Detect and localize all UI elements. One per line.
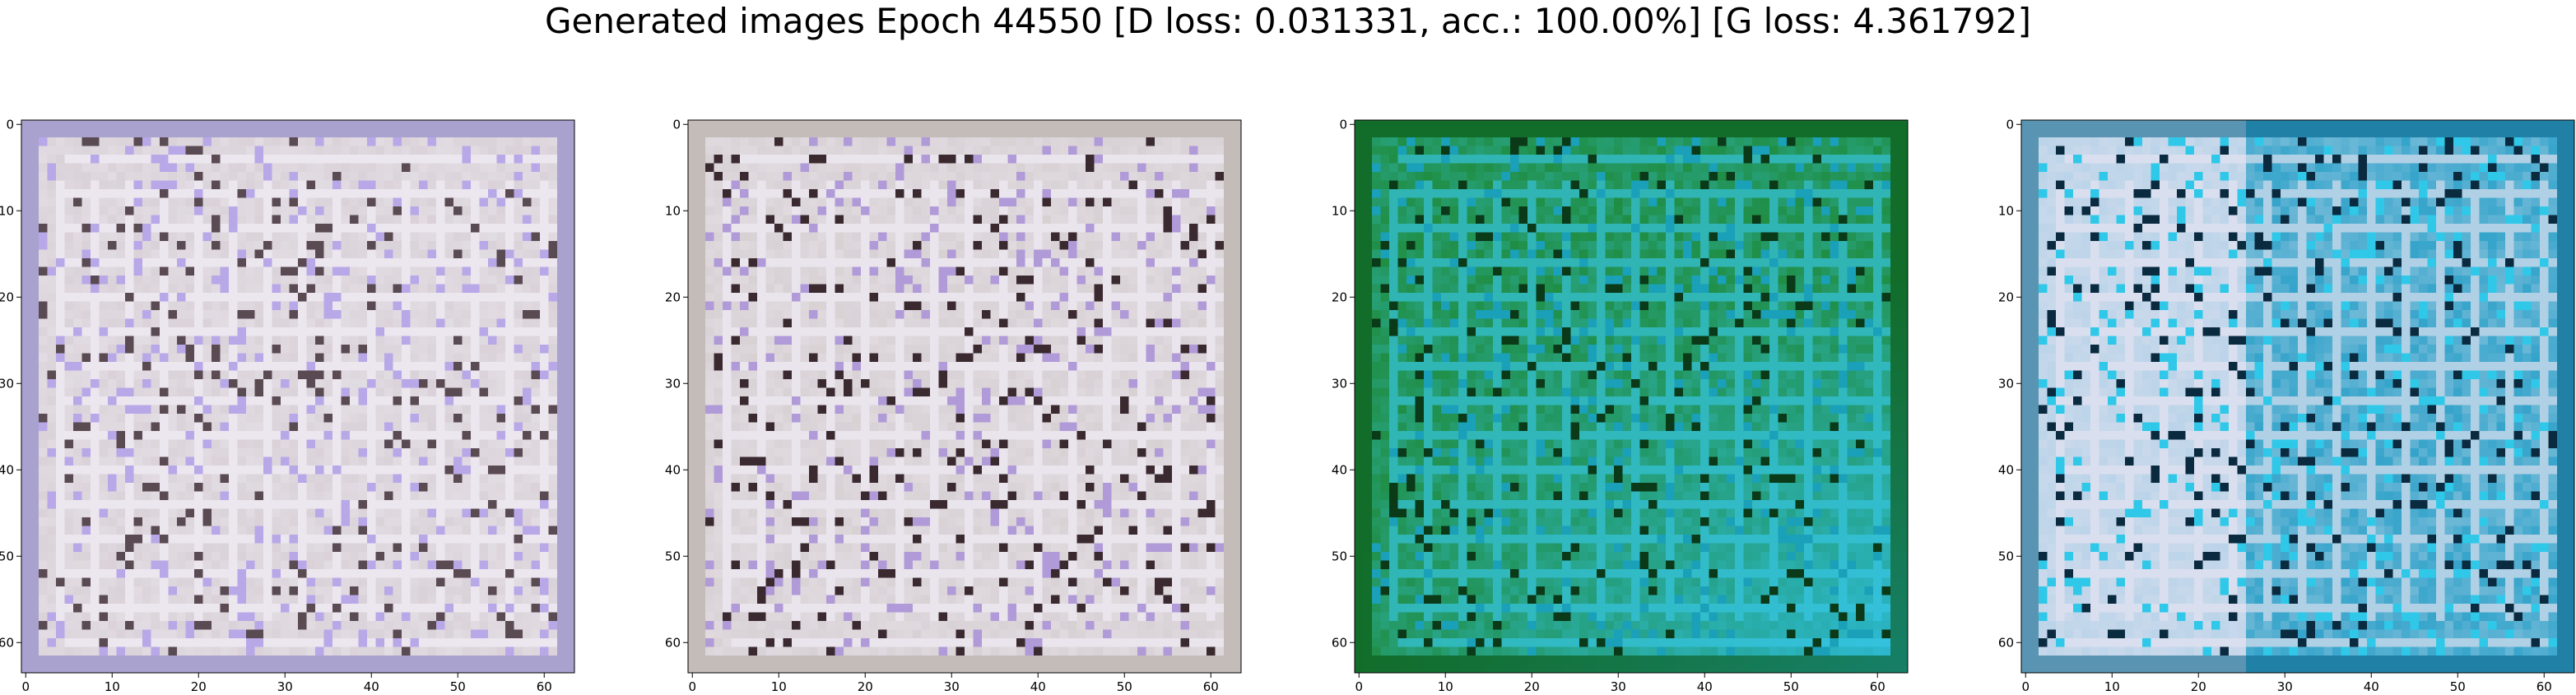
y-tick-label: 10 — [0, 203, 14, 218]
image-panel-1: 0 10 20 30 40 50 60 0 10 20 30 40 50 60 — [0, 117, 575, 694]
y-tick-label: 50 — [665, 549, 681, 563]
x-tick-label: 10 — [105, 679, 120, 694]
y-tick-label: 0 — [2006, 117, 2014, 132]
y-tick-label: 10 — [1332, 203, 1347, 218]
axes-frame — [21, 119, 575, 674]
x-tick-label: 0 — [1355, 679, 1363, 694]
y-tick-label: 20 — [1332, 290, 1347, 304]
x-tick-label: 40 — [1697, 679, 1713, 694]
image-panel-2: 0 10 20 30 40 50 60 0 10 20 30 40 50 60 — [665, 117, 1242, 694]
x-tick-label: 20 — [191, 679, 207, 694]
x-tick-label: 40 — [2364, 679, 2379, 694]
axes-frame — [2020, 119, 2575, 674]
y-tick-label: 30 — [0, 376, 14, 391]
y-tick-label: 60 — [1332, 635, 1347, 650]
y-tick-label: 10 — [1998, 203, 2014, 218]
x-tick-label: 10 — [771, 679, 787, 694]
x-tick-label: 0 — [21, 679, 30, 694]
x-tick-label: 20 — [2191, 679, 2206, 694]
y-tick-label: 60 — [665, 635, 681, 650]
y-tick-label: 50 — [1998, 549, 2014, 563]
y-tick-label: 20 — [1998, 290, 2014, 304]
generated-image — [2021, 120, 2575, 674]
x-tick-label: 50 — [450, 679, 466, 694]
y-tick-label: 40 — [1998, 462, 2014, 477]
x-tick-label: 40 — [364, 679, 379, 694]
x-tick-label: 40 — [1030, 679, 1046, 694]
y-tick-label: 0 — [672, 117, 681, 132]
y-tick-label: 30 — [1998, 376, 2014, 391]
x-tick-label: 20 — [1524, 679, 1540, 694]
x-tick-label: 30 — [277, 679, 293, 694]
x-tick-label: 50 — [1783, 679, 1799, 694]
y-tick-label: 40 — [1332, 462, 1347, 477]
y-tick-label: 30 — [665, 376, 681, 391]
figure-title: Generated images Epoch 44550 [D loss: 0.… — [544, 1, 2032, 41]
y-tick-label: 20 — [665, 290, 681, 304]
y-tick-label: 0 — [1339, 117, 1347, 132]
x-tick-label: 60 — [1203, 679, 1219, 694]
x-tick-label: 30 — [2277, 679, 2293, 694]
y-tick-label: 50 — [0, 549, 14, 563]
y-tick-label: 20 — [0, 290, 14, 304]
y-tick-label: 30 — [1332, 376, 1347, 391]
x-tick-label: 60 — [2536, 679, 2552, 694]
x-tick-label: 50 — [2450, 679, 2466, 694]
y-tick-label: 40 — [665, 462, 681, 477]
x-tick-label: 30 — [944, 679, 960, 694]
y-tick-label: 50 — [1332, 549, 1347, 563]
y-tick-label: 60 — [1998, 635, 2014, 650]
axes-frame — [1354, 119, 1909, 674]
y-tick-label: 10 — [665, 203, 681, 218]
generated-image — [21, 120, 575, 674]
x-tick-label: 50 — [1117, 679, 1132, 694]
image-panel-3: 0 10 20 30 40 50 60 0 10 20 30 40 50 60 — [1332, 117, 1909, 694]
generated-image — [1355, 120, 1909, 674]
y-tick-label: 0 — [6, 117, 14, 132]
axes-frame — [687, 119, 1242, 674]
x-tick-label: 20 — [858, 679, 873, 694]
x-tick-label: 0 — [2021, 679, 2030, 694]
x-tick-label: 10 — [2104, 679, 2120, 694]
y-tick-label: 40 — [0, 462, 14, 477]
y-tick-label: 60 — [0, 635, 14, 650]
x-tick-label: 0 — [688, 679, 696, 694]
x-tick-label: 60 — [1870, 679, 1886, 694]
generated-image — [688, 120, 1242, 674]
x-tick-label: 60 — [537, 679, 552, 694]
x-tick-label: 10 — [1438, 679, 1453, 694]
image-panel-4: 0 10 20 30 40 50 60 0 10 20 30 40 50 60 — [1998, 117, 2575, 694]
x-tick-label: 30 — [1611, 679, 1626, 694]
